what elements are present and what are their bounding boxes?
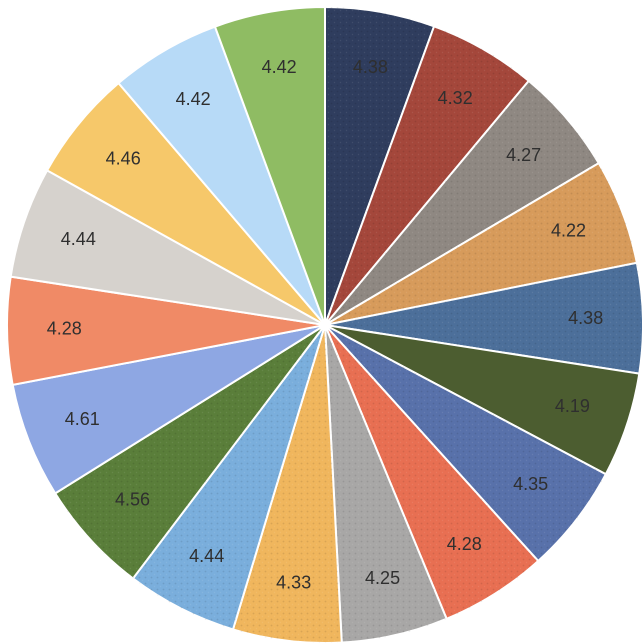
- slice-value-label: 4.44: [189, 546, 224, 566]
- slice-value-label: 4.38: [353, 57, 388, 77]
- slice-value-label: 4.32: [438, 88, 473, 108]
- slice-value-label: 4.61: [65, 409, 100, 429]
- pie-slice-pattern: [233, 325, 342, 643]
- slice-value-label: 4.22: [551, 221, 586, 241]
- pie-labels: 4.38 4.32 4.27 4.22 4.38 4.19 4.35 4.28 4.25 4.33…: [47, 57, 603, 593]
- pie-slice-pattern: [132, 325, 325, 630]
- slice-value-label: 4.19: [555, 396, 590, 416]
- pie-slices: [6, 5, 642, 644]
- pie-slice-pattern: [325, 7, 435, 325]
- slice-value-label: 4.42: [176, 89, 211, 109]
- pie-slice-pattern: [325, 80, 599, 325]
- slice-value-label: 4.25: [365, 568, 400, 588]
- pie-slice-pattern: [325, 325, 447, 643]
- slice-value-label: 4.28: [447, 534, 482, 554]
- slice-value-label: 4.44: [61, 229, 96, 249]
- pie-slice-pattern: [325, 262, 642, 374]
- slice-value-label: 4.38: [568, 308, 603, 328]
- slice-value-label: 4.28: [47, 319, 82, 339]
- pie-slice-pattern: [325, 325, 606, 561]
- slice-value-label: 4.56: [115, 490, 150, 510]
- pie-slice-pattern: [325, 163, 637, 325]
- slice-value-label: 4.33: [276, 573, 311, 593]
- slice-value-label: 4.27: [506, 145, 541, 165]
- slice-value-label: 4.35: [513, 474, 548, 494]
- pie-slice: [213, 5, 326, 326]
- pie-slice-pattern: [325, 26, 529, 325]
- slice-value-label: 4.42: [262, 57, 297, 77]
- pie-slice-pattern: [325, 325, 539, 619]
- slice-value-label: 4.46: [106, 149, 141, 169]
- pie-slice-pattern: [55, 325, 326, 579]
